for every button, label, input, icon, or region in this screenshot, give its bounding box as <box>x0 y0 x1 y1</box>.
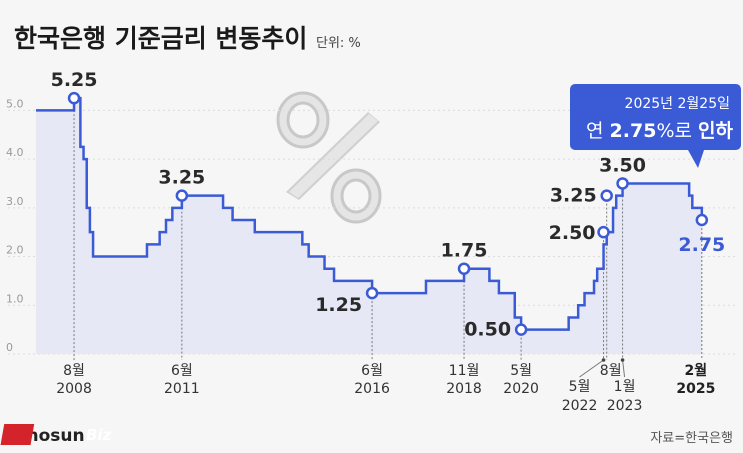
y-tick-label: 0 <box>6 341 13 354</box>
rate-value-label: 3.25 <box>158 167 205 189</box>
rate-point <box>600 189 613 202</box>
rate-point <box>365 286 379 300</box>
y-tick-label: 4.0 <box>6 146 24 159</box>
date-month-label: 6월 <box>171 363 193 379</box>
rate-point <box>514 323 528 336</box>
date-year-label: 2011 <box>164 381 200 397</box>
date-year-label: 2016 <box>354 381 390 397</box>
svg-text:Biz: Biz <box>86 426 112 444</box>
rate-value-label: 3.25 <box>550 185 597 207</box>
date-month-label: 2월 <box>685 362 708 379</box>
rate-value-label: 1.25 <box>315 294 362 316</box>
rate-value-label: 1.75 <box>441 240 488 262</box>
rate-point <box>616 177 629 190</box>
date-year-label: 2018 <box>446 381 482 397</box>
percent-icon <box>276 91 382 224</box>
date-dot <box>620 358 625 362</box>
callout-box: 2025년 2월25일 연 2.75%로 인하 <box>570 84 741 168</box>
date-leader-line <box>579 359 604 378</box>
date-year-label: 2008 <box>56 381 92 397</box>
rate-point <box>67 91 81 105</box>
rate-point <box>695 213 709 227</box>
date-leader-line <box>622 359 626 378</box>
rate-value-label: 2.75 <box>678 234 725 256</box>
unit-label: 단위: % <box>316 36 361 51</box>
rate-point <box>597 225 610 239</box>
chosunbiz-logo: Chosun Biz <box>0 424 112 446</box>
source-label: 자료=한국은행 <box>650 430 733 446</box>
date-month-label: 8월 <box>63 363 85 379</box>
date-year-label: 2023 <box>607 398 643 414</box>
date-year-label: 2022 <box>562 398 598 414</box>
callout-text: 연 2.75%로 인하 <box>586 120 733 142</box>
date-year-label: 2020 <box>503 381 539 397</box>
rate-area <box>36 98 702 354</box>
date-month-label: 6월 <box>361 363 383 379</box>
rate-value-label: 0.50 <box>464 319 511 341</box>
date-month-label: 5월 <box>510 363 532 379</box>
callout-date: 2025년 2월25일 <box>625 96 730 112</box>
y-tick-label: 2.0 <box>6 244 24 257</box>
date-month-label: 1월 <box>614 379 636 395</box>
date-month-label: 5월 <box>569 379 591 395</box>
rate-point <box>175 189 189 202</box>
chart-title: 한국은행 기준금리 변동추이 <box>14 24 307 53</box>
date-month-label: 8월 <box>600 363 622 379</box>
y-tick-label: 3.0 <box>6 195 24 208</box>
date-month-label: 11월 <box>449 363 480 379</box>
y-tick-label: 1.0 <box>6 292 24 305</box>
y-tick-label: 5.0 <box>6 97 24 110</box>
rate-value-label: 3.50 <box>599 154 646 176</box>
rate-value-label: 2.50 <box>549 222 596 244</box>
date-dot <box>601 358 606 362</box>
rate-point <box>457 262 471 275</box>
date-year-label: 2025 <box>676 381 715 397</box>
rate-value-label: 5.25 <box>51 69 98 91</box>
